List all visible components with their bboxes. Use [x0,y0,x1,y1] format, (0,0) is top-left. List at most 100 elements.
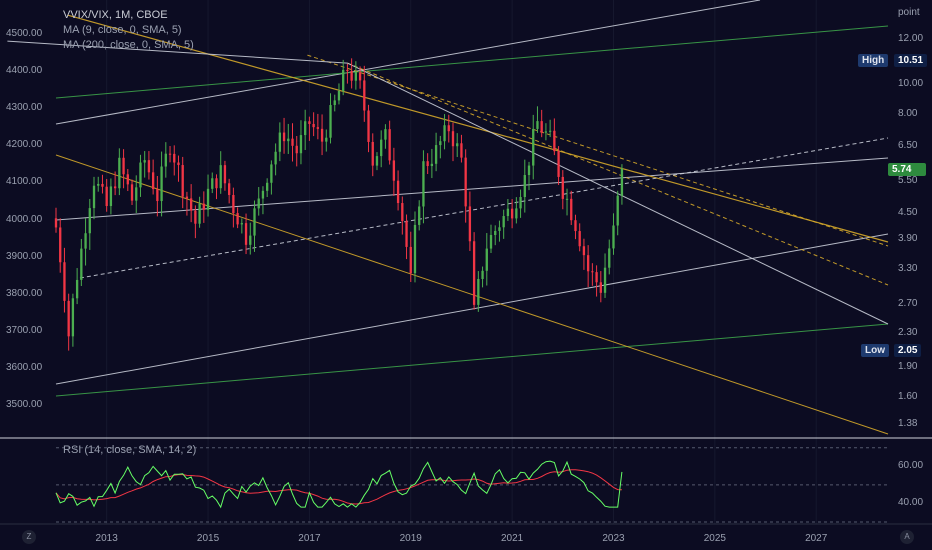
candle-body [164,153,167,167]
rsi-legend[interactable]: RSI (14, close, SMA, 14, 2) [63,444,197,456]
symbol-legend[interactable]: VVIX/VIX, 1M, CBOE [63,9,168,21]
candle-body [71,298,75,337]
candle-body [456,143,459,147]
trendline-upper-rising [55,0,761,125]
left-tick-label: 3700.00 [6,325,43,336]
candle-body [409,246,412,274]
candle-body [88,208,91,234]
right-tick-label: 12.00 [898,33,923,44]
right-tick-label: 2.70 [898,298,918,309]
trendlines [7,0,889,435]
candle-body [489,235,493,249]
time-tick-label: 2013 [96,533,119,544]
candle-body [515,208,518,219]
candle-body [468,206,472,242]
left-scale[interactable]: 4500.00 4400.00 4300.00 4200.00 4100.00 … [6,28,43,410]
candle-body [156,189,159,202]
candle-body [316,127,320,129]
candle-body [177,162,180,166]
candle-body [430,163,434,167]
candle-body [59,227,62,263]
candle-body [151,172,155,190]
left-tick-label: 4000.00 [6,214,43,225]
candle-body [249,235,252,245]
time-tick-label: 2023 [602,533,625,544]
candle-body [586,255,590,272]
candle-body [384,129,387,140]
candle-body [599,282,602,293]
candle-body [139,162,142,188]
ma-fast-legend[interactable]: MA (9, close, 0, SMA, 5) [63,24,182,36]
zoom-corner-button[interactable]: Z [22,530,36,544]
candle-body [342,69,345,91]
candle-body [574,220,577,232]
ma-slow-legend[interactable]: MA (200, close, 0, SMA, 5) [63,39,194,51]
candle-body [603,267,607,293]
candle-body [122,157,125,175]
trendline-support-dashed [347,62,889,286]
candle-body [443,125,446,142]
candle-body [426,161,429,167]
time-tick-label: 2025 [704,533,727,544]
candle-body [126,174,129,185]
last-price-badge: 5.74 [888,163,926,176]
candle-body [236,213,239,225]
candle-body [523,175,526,198]
time-tick-label: 2027 [805,533,828,544]
left-tick-label: 3500.00 [6,399,43,410]
auto-scale-button[interactable]: A [900,530,914,544]
candle-body [620,168,624,196]
time-tick-label: 2015 [197,533,220,544]
candle-body [333,100,336,106]
candle-body [266,182,269,191]
time-axis[interactable]: 2013 2015 2017 2019 2021 2023 2025 2027 [96,533,828,544]
candle-body [84,233,87,249]
candle-body [206,188,210,210]
left-tick-label: 3600.00 [6,362,43,373]
right-scale[interactable]: point 12.00 10.00 8.00 6.50 5.50 4.50 3.… [898,7,923,508]
candle-body [561,176,564,199]
candle-body [92,185,96,209]
right-tick-label: 3.90 [898,233,918,244]
left-tick-label: 4500.00 [6,28,43,39]
candle-body [244,223,248,245]
candle-body [612,225,615,249]
candle-body [375,156,379,166]
candle-body [422,161,425,207]
candle-body [582,246,586,256]
candle-body [325,137,328,142]
candle-body [337,90,341,101]
last-price: 5.74 [892,164,912,175]
candle-body [287,138,290,142]
right-tick-label: 8.00 [898,108,918,119]
left-tick-label: 4400.00 [6,65,43,76]
candle-body [367,110,370,142]
low-value: 2.05 [898,345,918,356]
candle-body [227,183,231,195]
candle-body [498,227,501,231]
high-value: 10.51 [898,55,924,66]
rsi-line [55,460,623,509]
candle-body [312,123,315,128]
candle-body [63,262,66,301]
candle-body [519,197,522,209]
candle-body [160,166,163,202]
time-tick-label: 2019 [400,533,423,544]
candle-body [261,190,265,199]
candle-body [591,271,594,273]
candle-body [274,151,277,165]
candle-body [101,183,104,187]
candle-body [143,160,146,163]
candle-body [434,145,438,164]
candle-body [553,130,556,152]
candle-body [173,153,176,163]
candle-body [320,128,324,142]
high-badge: High [858,54,889,67]
candle-body [329,105,332,138]
trendline-falling-yellow [55,154,889,435]
candle-body [502,216,505,228]
candle-body [278,132,281,152]
candle-body [460,143,463,158]
candle-body [380,139,383,157]
